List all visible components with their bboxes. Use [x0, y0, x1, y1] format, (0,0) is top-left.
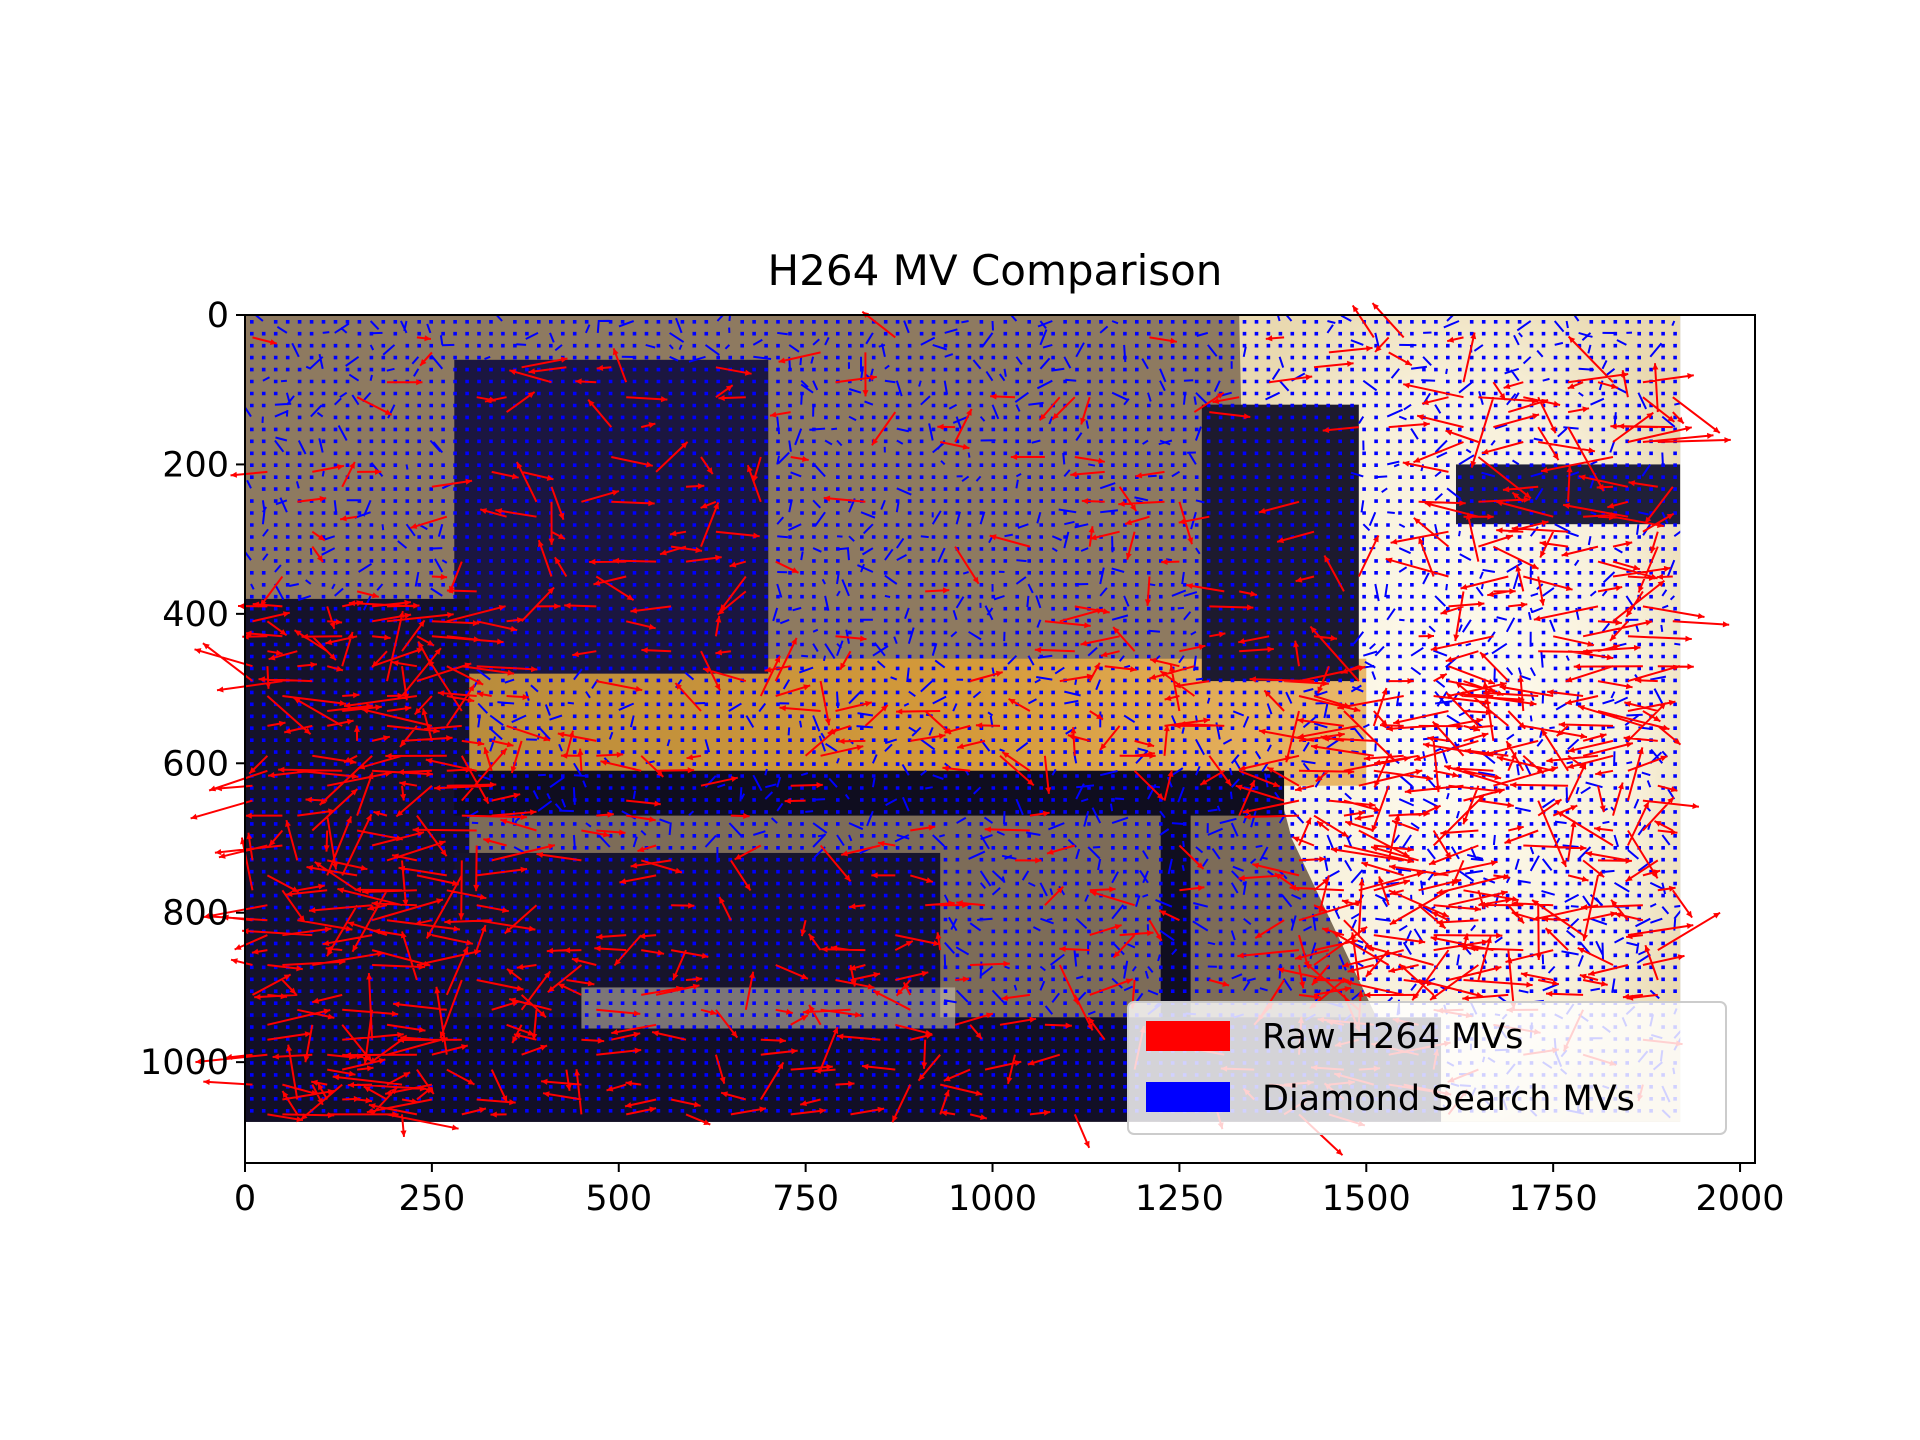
background-video-frame [245, 315, 1681, 1122]
y-tick-label: 600 [162, 744, 229, 784]
x-axis: 0 250 500 750 1000 1250 1500 1750 2000 [234, 1163, 1785, 1219]
x-tick-label: 250 [398, 1179, 465, 1219]
frame-device [1201, 404, 1359, 682]
legend-swatch-raw-h264 [1146, 1021, 1230, 1051]
x-tick-label: 1500 [1322, 1179, 1411, 1219]
x-tick-label: 1000 [948, 1179, 1037, 1219]
frame-desk-edge [454, 770, 1285, 816]
x-tick-label: 500 [585, 1179, 652, 1219]
raw-h264-mv-shafts [190, 302, 1731, 1156]
y-tick-label: 0 [207, 296, 229, 336]
chart-title: H264 MV Comparison [768, 246, 1223, 295]
x-tick-label: 1750 [1509, 1179, 1598, 1219]
y-axis: 0 200 400 600 800 1000 [140, 296, 245, 1083]
raw-h264-mv-field [190, 302, 1731, 1156]
y-tick-label: 800 [162, 894, 229, 934]
y-tick-label: 200 [162, 445, 229, 485]
x-tick-label: 0 [234, 1179, 256, 1219]
axes-frame [244, 314, 1756, 1164]
x-tick-label: 750 [772, 1179, 839, 1219]
y-tick-label: 400 [162, 595, 229, 635]
x-tick-label: 2000 [1696, 1179, 1785, 1219]
legend-label-raw-h264: Raw H264 MVs [1262, 1017, 1523, 1057]
legend-label-diamond-search: Diamond Search MVs [1262, 1079, 1635, 1119]
legend-box [1127, 1001, 1727, 1135]
x-tick-label: 1250 [1135, 1179, 1224, 1219]
legend: Raw H264 MVs Diamond Search MVs [1127, 1001, 1727, 1135]
legend-swatch-diamond-search [1146, 1082, 1230, 1112]
y-tick-label: 1000 [140, 1043, 229, 1083]
